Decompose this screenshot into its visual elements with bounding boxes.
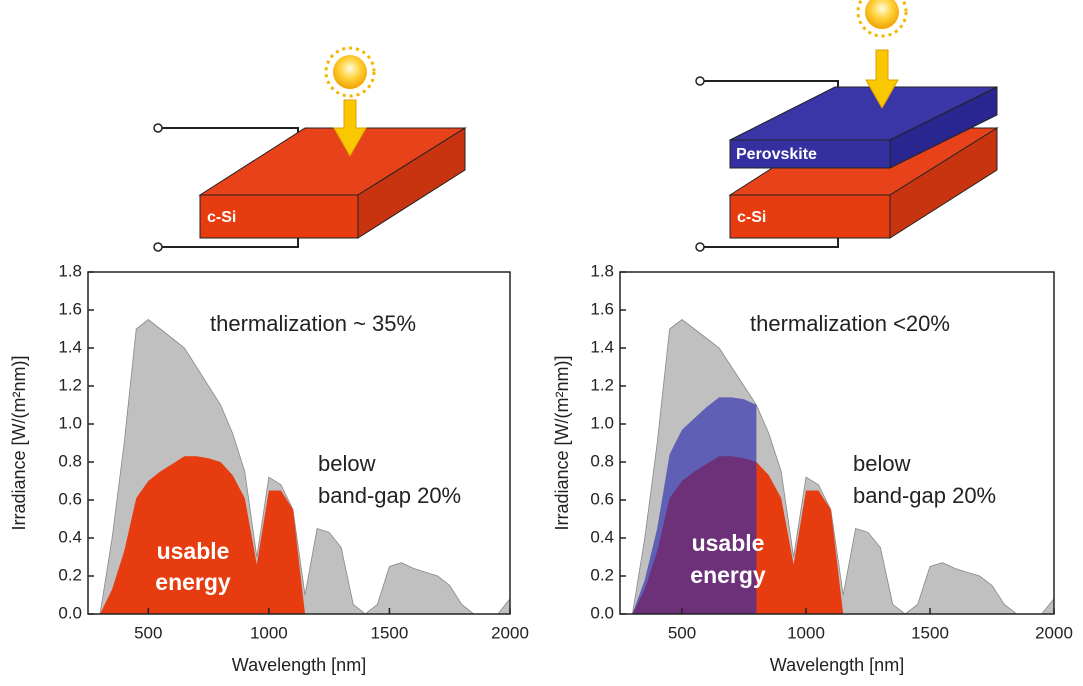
- y-tick-label: 1.6: [58, 299, 82, 318]
- y-tick-label: 0.8: [590, 451, 614, 470]
- y-tick-label: 1.2: [58, 375, 82, 394]
- y-tick-label: 0.4: [590, 527, 614, 546]
- y-tick-label: 0.6: [590, 489, 614, 508]
- y-tick-label: 1.8: [58, 261, 82, 280]
- y-tick-label: 1.8: [590, 261, 614, 280]
- annotation: usable: [157, 538, 230, 564]
- y-tick-label: 1.0: [58, 413, 82, 432]
- annotation: band-gap 20%: [318, 483, 461, 508]
- y-tick-label: 1.4: [58, 337, 82, 356]
- y-tick-label: 0.8: [58, 451, 82, 470]
- slab-front: [729, 139, 891, 169]
- y-tick-label: 0.0: [58, 603, 82, 622]
- wire: [704, 80, 839, 92]
- x-tick-label: 2000: [1035, 623, 1073, 642]
- annotation: below: [853, 451, 911, 476]
- wire: [162, 127, 299, 137]
- terminal: [695, 242, 705, 252]
- annotation: thermalization ~ 35%: [210, 311, 416, 336]
- plot-frame: [619, 271, 1055, 615]
- terminal: [153, 242, 163, 252]
- wire: [162, 238, 299, 248]
- annotation: usable: [692, 530, 765, 556]
- x-axis-title: Wavelength [nm]: [232, 655, 366, 675]
- sun: [324, 46, 376, 98]
- x-tick-label: 1000: [250, 623, 288, 642]
- annotation: energy: [155, 569, 231, 595]
- y-axis-title: Irradiance [W/(m²nm)]: [552, 355, 572, 530]
- sun: [856, 0, 908, 38]
- y-axis-title: Irradiance [W/(m²nm)]: [9, 355, 29, 530]
- annotation: thermalization <20%: [750, 311, 950, 336]
- y-tick-label: 1.0: [590, 413, 614, 432]
- y-tick-label: 0.2: [590, 565, 614, 584]
- y-tick-label: 1.2: [590, 375, 614, 394]
- layer-label: Perovskite: [736, 146, 817, 163]
- x-axis-title: Wavelength [nm]: [770, 655, 904, 675]
- slab-front: [199, 194, 359, 239]
- plot-frame: [87, 271, 511, 615]
- spectrum-area: [100, 456, 306, 614]
- spectrum-area: [632, 397, 757, 614]
- slab-front: [729, 194, 891, 239]
- annotation: below: [318, 451, 376, 476]
- x-tick-label: 500: [134, 623, 162, 642]
- x-tick-label: 2000: [491, 623, 529, 642]
- y-tick-label: 0.6: [58, 489, 82, 508]
- x-tick-label: 500: [668, 623, 696, 642]
- x-tick-label: 1000: [787, 623, 825, 642]
- annotation: energy: [690, 562, 766, 588]
- x-tick-label: 1500: [371, 623, 409, 642]
- diagram-tandem: c-Si Perovskite: [695, 0, 999, 252]
- layer-label: c-Si: [207, 209, 236, 226]
- terminal: [153, 123, 163, 133]
- terminal: [695, 76, 705, 86]
- arrow: [333, 99, 367, 158]
- y-tick-label: 0.4: [58, 527, 82, 546]
- y-tick-label: 0.2: [58, 565, 82, 584]
- wire: [704, 238, 839, 248]
- arrow: [865, 49, 899, 110]
- y-tick-label: 1.4: [590, 337, 614, 356]
- layer-label: c-Si: [737, 209, 766, 226]
- x-tick-label: 1500: [911, 623, 949, 642]
- annotation: band-gap 20%: [853, 483, 996, 508]
- y-tick-label: 0.0: [590, 603, 614, 622]
- diagram-single: c-Si: [153, 46, 467, 252]
- y-tick-label: 1.6: [590, 299, 614, 318]
